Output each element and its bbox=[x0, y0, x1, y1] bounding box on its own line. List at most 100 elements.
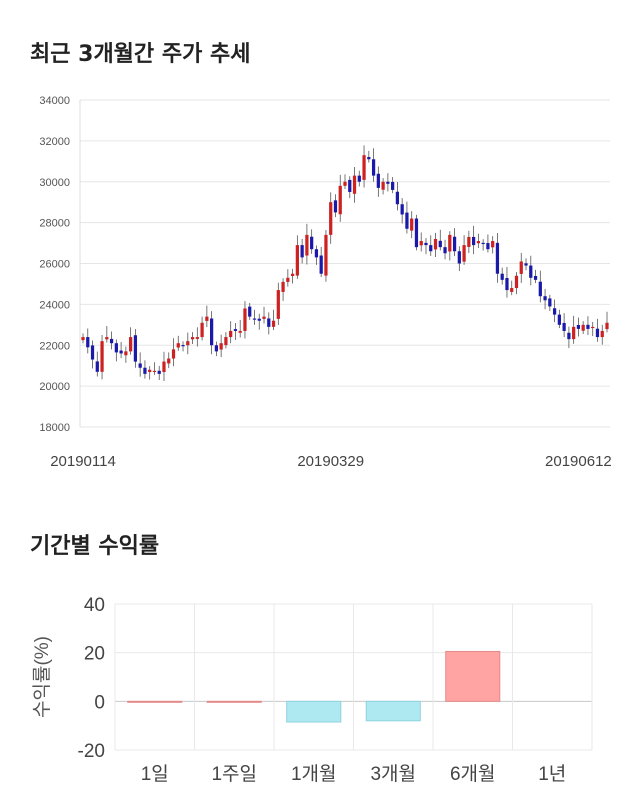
y-tick-label: 20000 bbox=[39, 381, 70, 393]
candle-body bbox=[581, 324, 585, 331]
candle-body bbox=[119, 350, 123, 354]
y-tick-label: 24000 bbox=[39, 299, 70, 311]
candle-body bbox=[462, 245, 466, 262]
candle-body bbox=[271, 320, 276, 327]
candle-body bbox=[248, 306, 252, 317]
candle-body bbox=[567, 332, 571, 340]
candle-body bbox=[524, 263, 528, 266]
candle-body bbox=[429, 245, 433, 252]
y-tick-label: 22000 bbox=[39, 340, 70, 352]
candle-body bbox=[319, 255, 323, 274]
return-bar bbox=[127, 700, 183, 703]
candle-body bbox=[224, 337, 228, 346]
candle-body bbox=[471, 236, 476, 246]
candle-body bbox=[219, 343, 223, 350]
candle-body bbox=[572, 326, 576, 340]
x-category-label: 3개월 bbox=[370, 763, 416, 785]
candle-body bbox=[400, 204, 404, 215]
candle-body bbox=[100, 341, 104, 372]
candle-body bbox=[448, 234, 452, 252]
candle-body bbox=[505, 278, 509, 291]
y-tick-label: 28000 bbox=[39, 218, 70, 230]
candle-body bbox=[438, 240, 442, 248]
candle-body bbox=[129, 337, 133, 352]
candle-body bbox=[281, 281, 285, 292]
x-tick-label: 20190114 bbox=[50, 453, 116, 470]
candle-body bbox=[286, 277, 290, 282]
candle-body bbox=[543, 296, 547, 301]
candle-body bbox=[600, 330, 604, 338]
candle-body bbox=[591, 326, 595, 329]
candle-body bbox=[324, 234, 328, 276]
candle-body bbox=[109, 338, 114, 344]
x-category-label: 1년 bbox=[538, 763, 566, 785]
candle-body bbox=[186, 341, 190, 346]
y-tick-label: 32000 bbox=[39, 136, 70, 148]
candle-body bbox=[452, 236, 457, 252]
candle-body bbox=[95, 361, 99, 372]
candle-body bbox=[443, 247, 447, 254]
candle-body bbox=[138, 363, 142, 368]
candle-body bbox=[348, 179, 352, 192]
candle-body bbox=[457, 251, 461, 264]
candle-body bbox=[362, 155, 366, 180]
candle-body bbox=[419, 241, 423, 246]
candle-body bbox=[371, 159, 376, 176]
candle-body bbox=[357, 175, 361, 182]
candle-body bbox=[495, 242, 500, 274]
x-category-label: 6개월 bbox=[450, 763, 496, 785]
candle-body bbox=[233, 329, 238, 331]
return-bar bbox=[206, 700, 262, 703]
candle-body bbox=[81, 337, 85, 341]
x-category-label: 1일 bbox=[141, 763, 169, 785]
candle-body bbox=[391, 181, 395, 190]
candle-body bbox=[171, 349, 176, 359]
candle-body bbox=[410, 218, 414, 231]
candle-body bbox=[424, 242, 428, 246]
candle-body bbox=[562, 322, 566, 331]
candle-body bbox=[314, 249, 319, 258]
y-tick-label: -20 bbox=[78, 741, 105, 762]
candle-body bbox=[405, 212, 409, 229]
return-bar bbox=[365, 700, 421, 722]
returns-title: 기간별 수익률 bbox=[30, 534, 160, 559]
price-candlestick-chart: 34000 32000 30000 28000 26000 24000 22000 20000… bbox=[39, 95, 611, 470]
candle-body bbox=[176, 343, 180, 348]
candle-body bbox=[548, 298, 552, 307]
candle-body bbox=[595, 328, 600, 338]
candle-body bbox=[395, 191, 400, 205]
candle-body bbox=[557, 314, 561, 325]
candle-body bbox=[295, 245, 299, 276]
y-tick-label: 18000 bbox=[39, 422, 70, 434]
y-tick-label: 26000 bbox=[39, 259, 70, 271]
candle-body bbox=[529, 265, 533, 278]
candle-body bbox=[252, 318, 257, 320]
candle-body bbox=[257, 318, 261, 321]
x-tick-label: 20190329 bbox=[297, 453, 364, 470]
candle-body bbox=[552, 308, 557, 315]
candle-body bbox=[491, 241, 495, 248]
x-category-label: 1주일 bbox=[211, 763, 257, 785]
return-bar bbox=[286, 700, 342, 723]
candle-body bbox=[329, 202, 333, 235]
candle-body bbox=[105, 337, 109, 340]
candle-body bbox=[338, 185, 342, 215]
candle-body bbox=[481, 242, 485, 245]
candle-body bbox=[190, 337, 195, 340]
candle-body bbox=[243, 308, 247, 331]
candle-body bbox=[262, 316, 266, 319]
y-tick-label: 30000 bbox=[39, 177, 70, 189]
candle-body bbox=[510, 288, 514, 292]
candle-body bbox=[238, 330, 242, 333]
candle-body bbox=[267, 318, 271, 327]
candle-body bbox=[586, 324, 590, 329]
candle-body bbox=[576, 325, 581, 329]
candle-body bbox=[124, 351, 128, 356]
candle-body bbox=[343, 181, 347, 186]
candle-body bbox=[300, 245, 304, 258]
candle-body bbox=[276, 290, 280, 319]
candle-body bbox=[386, 181, 390, 184]
candle-body bbox=[229, 330, 233, 338]
candle-body bbox=[514, 275, 519, 289]
candle-body bbox=[157, 370, 161, 374]
